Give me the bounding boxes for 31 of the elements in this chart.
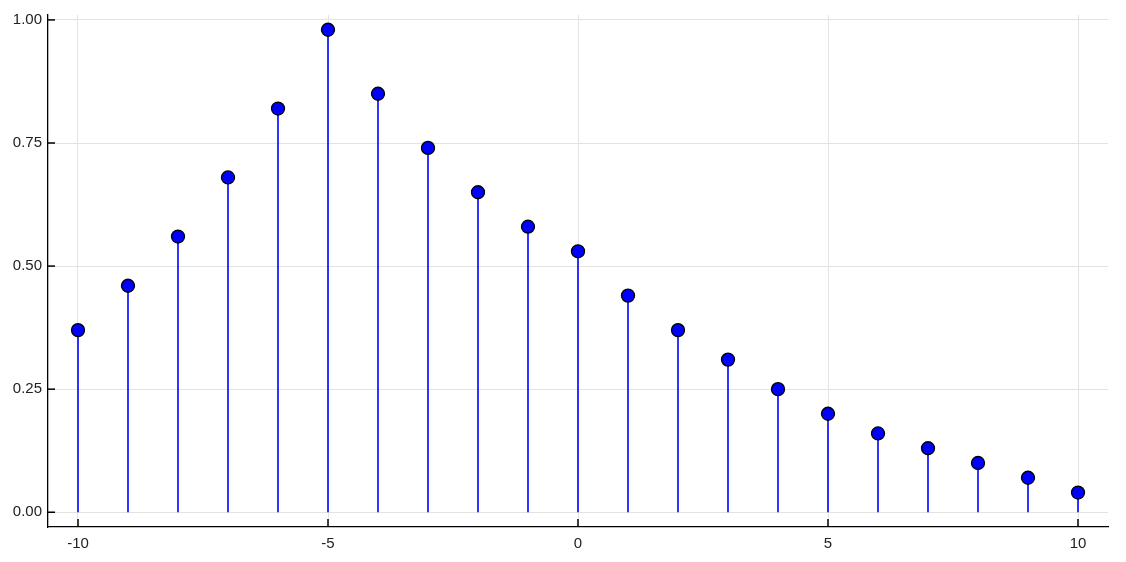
point bbox=[320, 22, 336, 37]
point bbox=[1070, 485, 1086, 500]
point bbox=[920, 441, 936, 456]
y-tick-label: 0.00 bbox=[12, 502, 42, 520]
point bbox=[670, 322, 686, 338]
x-tick-label: -10 bbox=[67, 534, 89, 552]
x-tick-label: -5 bbox=[321, 534, 335, 552]
point bbox=[1020, 470, 1036, 485]
point bbox=[570, 244, 586, 259]
point bbox=[220, 170, 236, 185]
point bbox=[520, 219, 536, 234]
y-tick-label: 0.25 bbox=[12, 379, 42, 397]
point bbox=[370, 86, 386, 101]
x-tick-label: 10 bbox=[1069, 534, 1087, 552]
point bbox=[270, 101, 286, 116]
point bbox=[70, 322, 86, 338]
point bbox=[870, 426, 886, 441]
y-tick-label: 0.75 bbox=[12, 133, 42, 151]
point bbox=[170, 229, 186, 244]
y-tick-label: 1.00 bbox=[12, 10, 42, 28]
x-tick-label: 0 bbox=[573, 534, 583, 552]
point bbox=[770, 382, 786, 397]
point bbox=[120, 278, 136, 293]
point bbox=[620, 288, 636, 303]
point bbox=[720, 352, 736, 367]
point bbox=[820, 406, 836, 421]
point bbox=[420, 140, 436, 156]
point bbox=[970, 455, 986, 471]
y-tick-label: 0.50 bbox=[12, 256, 42, 274]
x-tick-label: 5 bbox=[823, 534, 833, 552]
point bbox=[470, 185, 486, 200]
